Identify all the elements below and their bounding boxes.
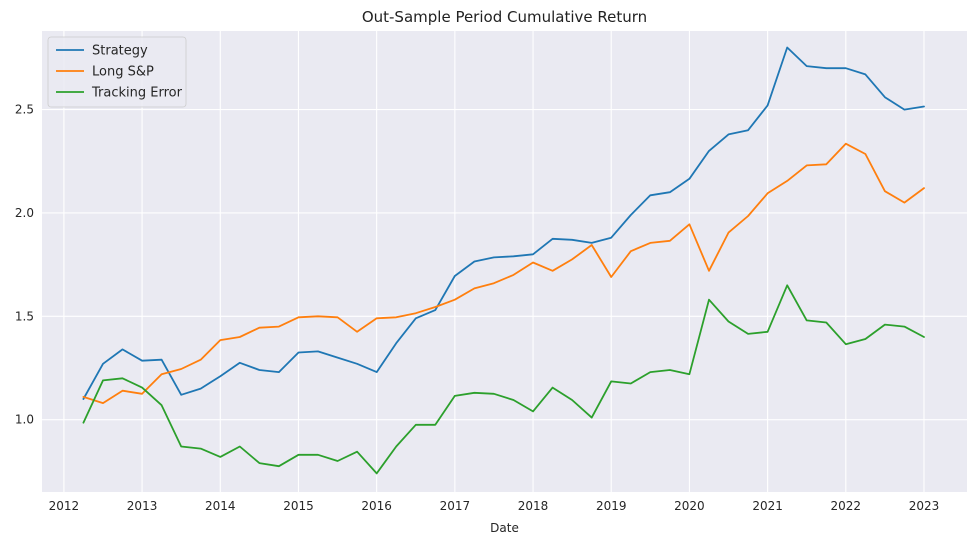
- x-tick-label: 2016: [361, 499, 392, 513]
- series-line-long-s-p: [82, 142, 925, 404]
- y-tick-label: 1.0: [15, 413, 34, 427]
- x-tick-label: 2015: [283, 499, 314, 513]
- x-tick-labels: 2012 2013 2014 2015 2016 2017 2018 2019 2020 2021…: [49, 499, 940, 513]
- legend-label: Strategy: [92, 44, 148, 59]
- x-tick-label: 2017: [440, 499, 471, 513]
- legend: Strategy Long S&P Tracking Error: [47, 36, 187, 108]
- y-tick-label: 1.5: [15, 309, 34, 323]
- x-tick-label: 2019: [596, 499, 627, 513]
- legend-box: [47, 36, 187, 108]
- x-tick-label: 2023: [909, 499, 940, 513]
- x-tick-label: 2014: [205, 499, 236, 513]
- x-tick-label: 2013: [127, 499, 158, 513]
- plot-area: [42, 31, 967, 492]
- x-tick-label: 2012: [49, 499, 80, 513]
- y-tick-labels: 1.0 1.5 2.0 2.5: [15, 103, 34, 427]
- y-tick-label: 2.5: [15, 103, 34, 117]
- grid: [42, 31, 967, 492]
- x-tick-label: 2018: [518, 499, 549, 513]
- chart-title: Out-Sample Period Cumulative Return: [362, 8, 647, 26]
- series-line-strategy: [82, 46, 925, 400]
- x-axis-label: Date: [490, 521, 519, 535]
- x-tick-label: 2022: [831, 499, 862, 513]
- series-line-tracking-error: [82, 284, 925, 475]
- x-tick-label: 2021: [752, 499, 783, 513]
- legend-label: Tracking Error: [91, 86, 183, 101]
- y-tick-label: 2.0: [15, 206, 34, 220]
- legend-label: Long S&P: [92, 65, 154, 80]
- series-lines: [82, 46, 925, 475]
- x-tick-label: 2020: [674, 499, 705, 513]
